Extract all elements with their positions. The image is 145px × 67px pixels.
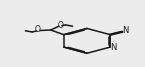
Text: O: O [58, 21, 64, 30]
Text: O: O [34, 25, 40, 34]
Text: N: N [110, 43, 117, 52]
Text: N: N [122, 26, 129, 36]
